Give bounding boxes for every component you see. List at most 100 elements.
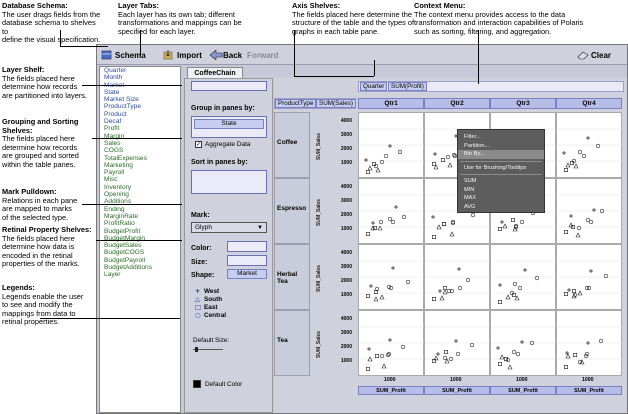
forward-button[interactable]: Forward (247, 50, 279, 60)
schema-field[interactable]: MarginRate (104, 212, 139, 220)
polaris-window: Schema Import Back Forward Clear Quarter… (96, 44, 628, 414)
schema-field[interactable]: Profit (104, 125, 120, 133)
scatter-pane[interactable] (358, 178, 425, 244)
circle-shape-icon: ○ (195, 311, 201, 319)
column-header[interactable]: Qtr1 (358, 98, 424, 109)
size-shelf[interactable] (227, 255, 267, 266)
slider-handle[interactable] (195, 347, 198, 352)
scatter-pane[interactable] (556, 310, 623, 376)
row-header[interactable]: Tea (274, 310, 310, 376)
schema-field[interactable]: Decaf (104, 118, 122, 126)
column-pill-quarter[interactable]: Quarter (360, 82, 388, 91)
y-tick-label: 1000 (340, 358, 352, 364)
schema-field[interactable]: COGS (104, 147, 124, 155)
group-shelf[interactable]: State (191, 116, 267, 138)
mark-pulldown[interactable]: Glyph ▼ (191, 222, 267, 233)
schema-field[interactable]: Sales (104, 139, 121, 147)
schema-field[interactable]: ProductType (104, 103, 142, 111)
schema-field[interactable]: BudgetAdditions (104, 264, 153, 272)
schema-field[interactable]: Month (104, 74, 123, 82)
schema-field[interactable]: BudgetProfit (104, 227, 141, 235)
scatter-pane[interactable] (490, 310, 557, 376)
group-in-panes-label: Group in panes by: (191, 105, 255, 112)
sort-shelf[interactable] (191, 170, 267, 194)
default-size-slider[interactable] (193, 347, 223, 352)
schema-field[interactable]: Misc (104, 176, 118, 184)
schema-field[interactable]: TotalExpenses (104, 154, 147, 162)
scatter-pane[interactable] (556, 244, 623, 310)
scatter-pane[interactable] (490, 244, 557, 310)
legend-item-east[interactable]: □ East (195, 303, 218, 311)
x-tick-label: 1000 (384, 377, 396, 383)
schema-field[interactable]: BudgetPayroll (104, 256, 146, 264)
schema-field[interactable]: BudgetCOGS (104, 249, 145, 257)
schema-field[interactable]: BudgetMargin (104, 234, 146, 242)
legend-item-central[interactable]: ○ Central (195, 311, 227, 319)
schema-field[interactable]: Ending (104, 205, 125, 213)
schema-field[interactable]: Opening (104, 191, 129, 199)
color-shelf[interactable] (227, 241, 267, 252)
annotation-database-schema: Database Schema: The user drags fields f… (2, 1, 101, 45)
row-header[interactable]: Herbal Tea (274, 244, 310, 310)
scatter-pane[interactable] (424, 244, 491, 310)
legend-item-west[interactable]: + West (195, 287, 220, 295)
schema-field[interactable]: Inventory (104, 183, 132, 191)
shape-pill-market[interactable]: Market (227, 269, 267, 279)
layer-shelf[interactable] (191, 81, 267, 91)
row-header[interactable]: Espresso (274, 178, 310, 244)
column-header[interactable]: Qtr2 (424, 98, 490, 109)
schema-field[interactable]: Layer (104, 271, 121, 279)
column-header[interactable]: Qtr4 (556, 98, 622, 109)
schema-field[interactable]: Marketing (104, 161, 133, 169)
columns-shelf[interactable] (358, 81, 624, 92)
y-axis-label: SUM_Sales (316, 199, 322, 226)
row-pill-producttype[interactable]: ProductType (275, 99, 317, 108)
scatter-pane[interactable] (358, 310, 425, 376)
sort-in-panes-label: Sort in panes by: (191, 159, 248, 166)
legend-item-south[interactable]: △ South (195, 295, 223, 303)
x-axis-label: SUM_Profit (424, 386, 490, 395)
scatter-pane[interactable] (556, 112, 623, 178)
tab-coffeechain[interactable]: CoffeeChain (187, 67, 243, 79)
group-pill-state[interactable]: State (194, 119, 264, 129)
menu-item-brushing[interactable]: Use for Brushing/Tooltips (464, 164, 527, 171)
clear-button[interactable]: Clear (577, 48, 611, 62)
schema-field[interactable]: ProfitRatio (104, 220, 135, 228)
schema-button[interactable]: Schema (101, 48, 146, 62)
scatter-pane[interactable] (424, 310, 491, 376)
annotation-legends: Legends: Legends enable the user to see … (2, 283, 84, 327)
row-header[interactable]: Coffee (274, 112, 310, 178)
menu-item-min[interactable]: MIN (464, 186, 475, 193)
menu-item-partition[interactable]: Partition... (464, 142, 490, 149)
x-tick-label: 1000 (450, 377, 462, 383)
menu-item-filter[interactable]: Filter... (464, 134, 481, 140)
row-pill-sum-sales[interactable]: SUM(Sales) (316, 99, 356, 108)
schema-field[interactable]: State (104, 88, 120, 96)
import-button[interactable]: Import (163, 48, 202, 62)
scatter-pane[interactable] (556, 178, 623, 244)
schema-field[interactable]: Quarter (104, 67, 127, 74)
checkmark-icon: ✓ (195, 141, 202, 148)
menu-item-sum[interactable]: SUM (464, 178, 477, 184)
database-schema-list: QuarterMonthMarketStateMarket SizeProduc… (99, 66, 181, 413)
y-axis-label: SUM_Sales (316, 133, 322, 160)
y-axis-label: SUM_Sales (316, 331, 322, 358)
schema-field[interactable]: Additions (104, 198, 132, 206)
menu-item-avg[interactable]: AVG (464, 203, 476, 210)
scatter-pane[interactable] (358, 244, 425, 310)
schema-field[interactable]: Market Size (104, 96, 139, 104)
default-color-swatch[interactable] (193, 380, 201, 388)
column-header[interactable]: Qtr3 (490, 98, 556, 109)
square-shape-icon: □ (195, 303, 202, 311)
y-tick-label: 2000 (340, 212, 352, 218)
column-pill-sum-profit[interactable]: SUM(Profit) (388, 82, 427, 91)
schema-field[interactable]: Margin (104, 132, 125, 140)
schema-field[interactable]: Product (104, 110, 127, 118)
aggregate-data-checkbox[interactable]: ✓ Aggregate Data (195, 141, 251, 148)
back-button[interactable]: Back (209, 48, 242, 62)
schema-field[interactable]: Payroll (104, 169, 125, 177)
menu-item-max[interactable]: MAX (464, 195, 477, 201)
menu-item-bin-by[interactable]: Bin By... (458, 150, 544, 159)
scatter-pane[interactable] (358, 112, 425, 178)
schema-field[interactable]: BudgetSales (104, 242, 142, 250)
